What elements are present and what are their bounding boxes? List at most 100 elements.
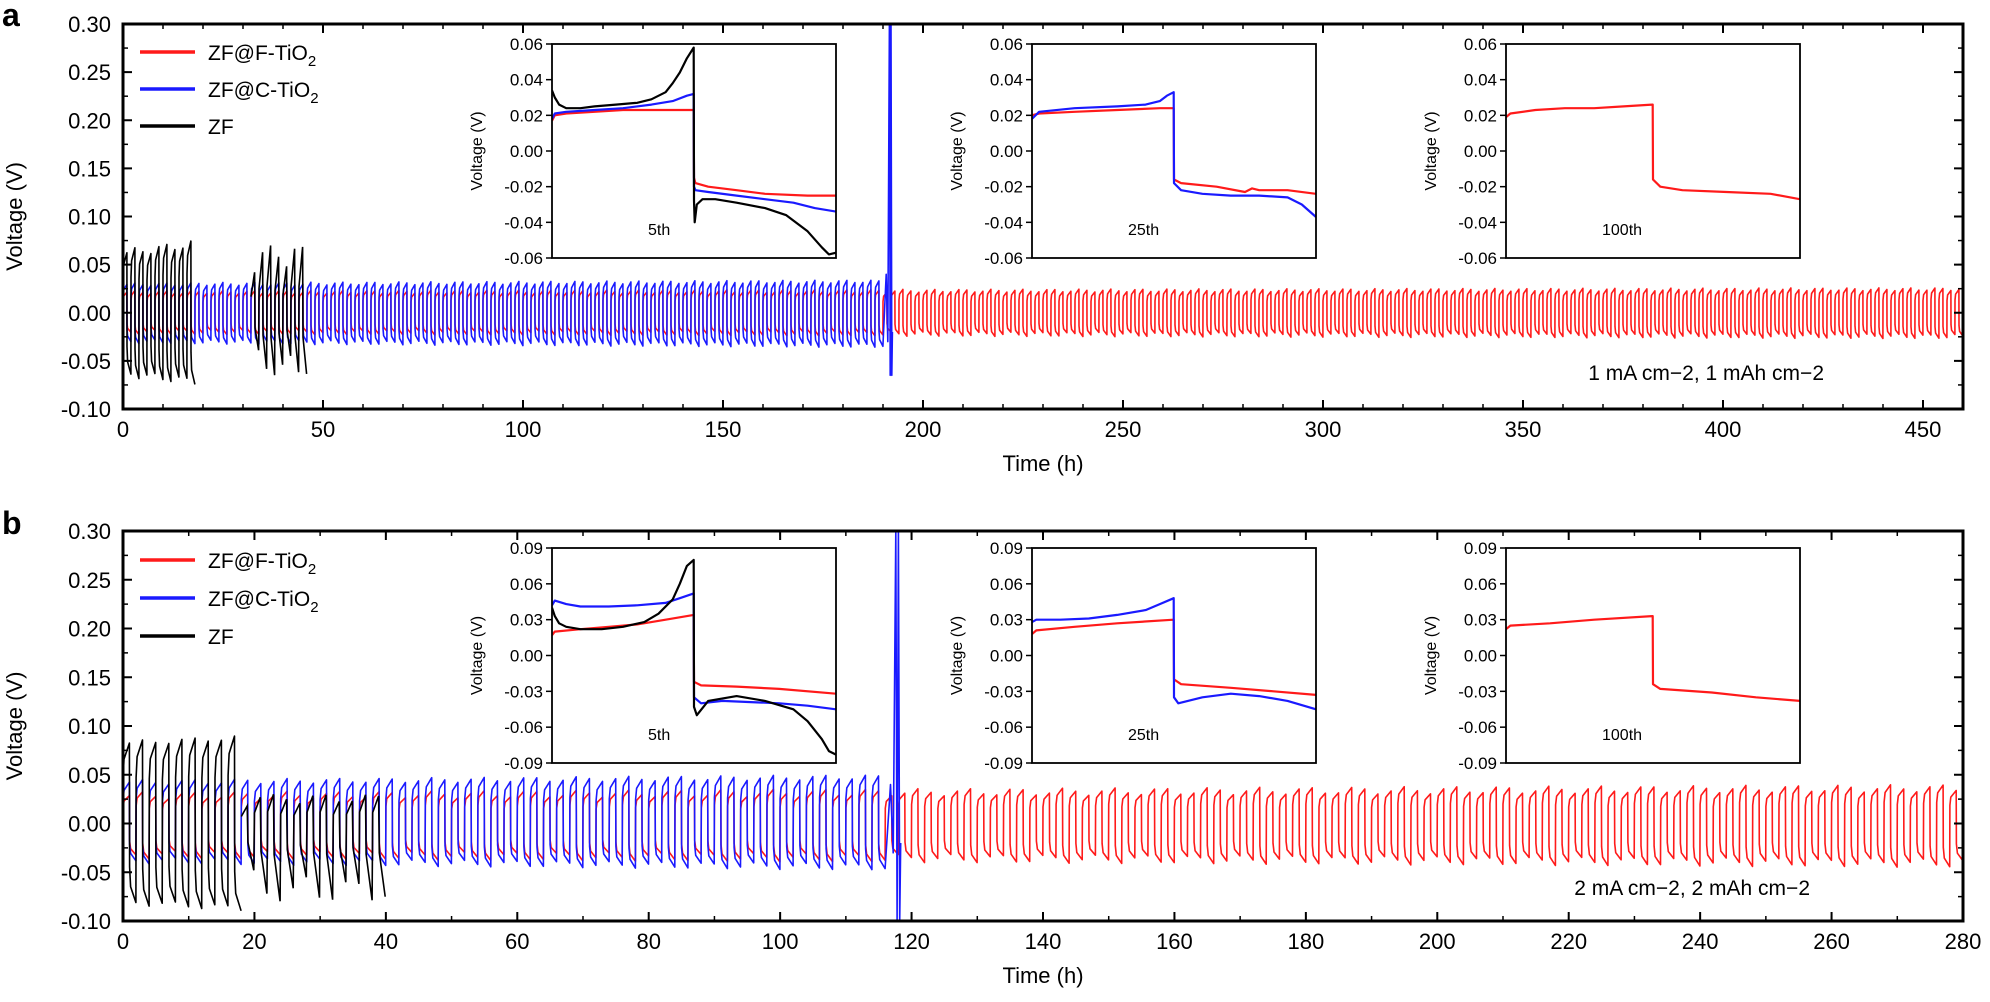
- inset-y-tick-label: 0.03: [990, 611, 1023, 630]
- x-tick-label: 180: [1287, 929, 1324, 954]
- inset-y-tick-label: 0.02: [990, 106, 1023, 125]
- panel-b: b 0 20 40 60 80 100 120 140 160 180 200 220 240 260 280…: [2, 505, 1981, 988]
- inset-y-axis-title: Voltage (V): [1423, 111, 1440, 190]
- x-tick-label: 200: [1419, 929, 1456, 954]
- y-tick-label: 0.10: [68, 714, 111, 739]
- panel-letter: a: [2, 0, 20, 33]
- inset-y-tick-label: -0.02: [984, 178, 1023, 197]
- inset-y-tick-label: -0.04: [984, 213, 1023, 232]
- x-tick-label: 240: [1682, 929, 1719, 954]
- inset-y-tick-label: -0.09: [984, 754, 1023, 773]
- x-tick-label: 250: [1105, 417, 1142, 442]
- inset-y-tick-label: -0.06: [504, 249, 543, 268]
- inset-y-tick-label: 0.06: [1464, 35, 1497, 54]
- inset-y-tick-label: -0.03: [504, 682, 543, 701]
- series-line-zf: [123, 735, 242, 912]
- y-tick-label: 0.20: [68, 617, 111, 642]
- series-line-zf: [123, 240, 196, 385]
- inset-y-tick-label: 0.06: [990, 35, 1023, 54]
- inset-y-axis-title: Voltage (V): [469, 616, 486, 695]
- series-burst-zf: [240, 794, 386, 902]
- y-tick-label: -0.05: [61, 349, 111, 374]
- inset-y-tick-label: 0.04: [1464, 71, 1497, 90]
- inset-y-tick-label: 0.00: [990, 142, 1023, 161]
- y-axis-title: Voltage (V): [2, 672, 27, 781]
- inset-y-axis-title: Voltage (V): [1423, 616, 1440, 695]
- x-tick-label: 50: [311, 417, 335, 442]
- inset-y-tick-label: -0.06: [984, 249, 1023, 268]
- series-group: [123, 24, 1963, 385]
- x-tick-label: 100: [505, 417, 542, 442]
- x-tick-label: 350: [1505, 417, 1542, 442]
- inset-series-zf-f-tio2: [1506, 615, 1800, 702]
- condition-label: 1 mA cm−2, 1 mAh cm−2: [1588, 362, 1824, 385]
- y-tick-label: 0.30: [68, 12, 111, 37]
- legend-label: ZF: [208, 626, 234, 649]
- legend-label: ZF@F-TiO2: [208, 42, 316, 70]
- inset-y-tick-label: -0.03: [1458, 682, 1497, 701]
- inset-y-tick-label: -0.03: [984, 682, 1023, 701]
- x-tick-label: 60: [505, 929, 529, 954]
- x-tick-label: 150: [705, 417, 742, 442]
- x-tick-label: 260: [1813, 929, 1850, 954]
- inset-y-axis-title: Voltage (V): [949, 616, 966, 695]
- inset-y-tick-label: -0.09: [1458, 754, 1497, 773]
- inset-y-tick-label: 0.09: [1464, 539, 1497, 558]
- series-group: [123, 531, 1963, 921]
- condition-label: 2 mA cm−2, 2 mAh cm−2: [1574, 877, 1810, 900]
- x-tick-label: 40: [374, 929, 398, 954]
- inset-y-tick-label: -0.06: [1458, 249, 1497, 268]
- inset-y-axis-title: Voltage (V): [469, 111, 486, 190]
- y-tick-label: 0.15: [68, 156, 111, 181]
- x-tick-label: 100: [762, 929, 799, 954]
- inset-series-zf-f-tio2: [1506, 103, 1800, 201]
- legend-label: ZF@F-TiO2: [208, 550, 316, 578]
- inset-series-zf-f-tio2: [1032, 107, 1316, 195]
- y-tick-label: 0.25: [68, 60, 111, 85]
- inset-y-tick-label: 0.09: [990, 539, 1023, 558]
- inset-cycle-label: 5th: [648, 727, 670, 744]
- x-tick-label: 20: [242, 929, 266, 954]
- inset-y-tick-label: 0.00: [510, 647, 543, 666]
- series-line-zf-f-tio2: [123, 784, 1963, 868]
- inset-y-tick-label: 0.00: [1464, 142, 1497, 161]
- y-tick-label: 0.20: [68, 108, 111, 133]
- x-tick-label: 160: [1156, 929, 1193, 954]
- inset-y-tick-label: -0.06: [504, 718, 543, 737]
- y-tick-label: 0.30: [68, 519, 111, 544]
- inset-y-tick-label: -0.06: [1458, 718, 1497, 737]
- inset-cycle-label: 100th: [1602, 222, 1642, 239]
- x-axis-title: Time (h): [1002, 451, 1083, 476]
- inset-y-tick-label: -0.02: [504, 178, 543, 197]
- inset-y-tick-label: 0.09: [510, 539, 543, 558]
- inset-5th: -0.06 -0.04 -0.02 0.00 0.02 0.04 0.06 Voltage (…: [469, 35, 837, 268]
- inset-series-zf-c-tio2: [1032, 91, 1316, 218]
- inset-series-zf-c-tio2: [1032, 597, 1316, 711]
- inset-y-tick-label: -0.04: [504, 213, 543, 232]
- inset-y-tick-label: 0.04: [510, 71, 543, 90]
- inset-y-tick-label: 0.06: [990, 575, 1023, 594]
- inset-y-axis-title: Voltage (V): [949, 111, 966, 190]
- y-tick-label: -0.10: [61, 397, 111, 422]
- x-axis-title: Time (h): [1002, 963, 1083, 988]
- inset-y-tick-label: -0.06: [984, 718, 1023, 737]
- inset-series-zf: [552, 558, 836, 756]
- inset-y-tick-label: 0.00: [510, 142, 543, 161]
- x-tick-label: 400: [1705, 417, 1742, 442]
- x-tick-label: 300: [1305, 417, 1342, 442]
- x-tick-label: 140: [1025, 929, 1062, 954]
- x-tick-label: 220: [1550, 929, 1587, 954]
- inset-series-zf-f-tio2: [552, 613, 836, 695]
- inset-y-tick-label: 0.04: [990, 71, 1023, 90]
- inset-25th: -0.06 -0.04 -0.02 0.00 0.02 0.04 0.06 Voltage (…: [949, 35, 1317, 268]
- inset-cycle-label: 25th: [1128, 727, 1159, 744]
- y-tick-label: 0.05: [68, 763, 111, 788]
- inset-cycle-label: 100th: [1602, 727, 1642, 744]
- inset-100th: -0.06 -0.04 -0.02 0.00 0.02 0.04 0.06 Voltage (…: [1423, 35, 1801, 268]
- y-tick-label: 0.25: [68, 568, 111, 593]
- inset-y-tick-label: 0.03: [1464, 611, 1497, 630]
- inset-y-tick-label: -0.09: [504, 754, 543, 773]
- x-tick-label: 0: [117, 929, 129, 954]
- legend-label: ZF@C-TiO2: [208, 79, 319, 107]
